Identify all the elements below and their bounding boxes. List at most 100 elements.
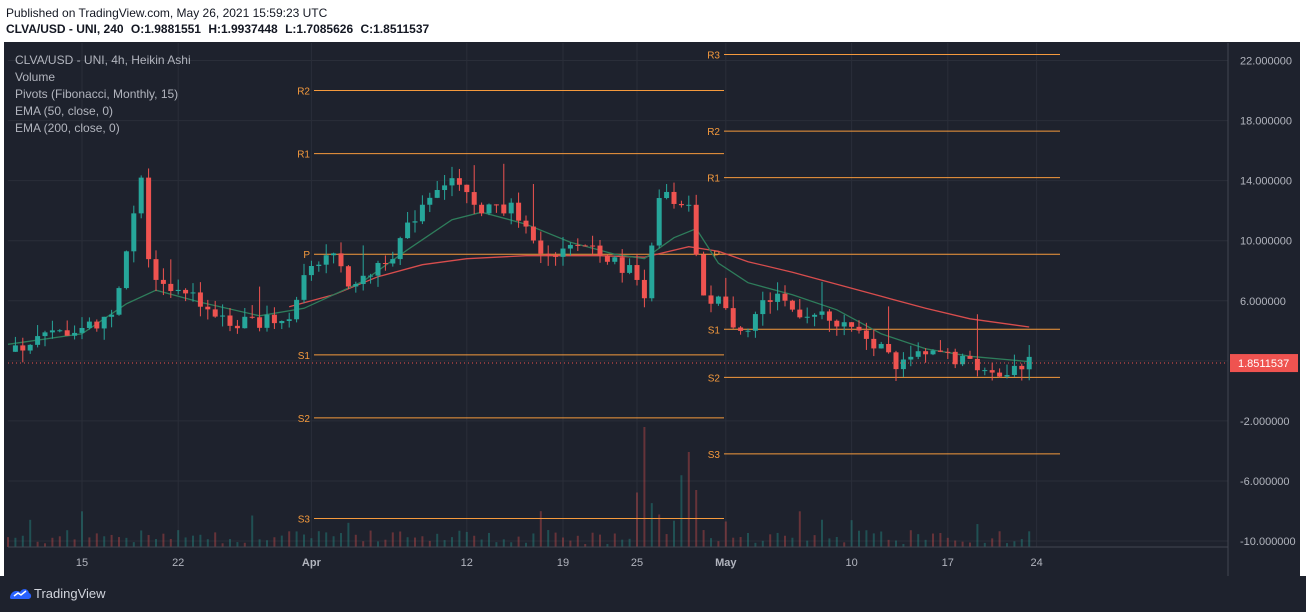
- x-tick-label: 24: [1030, 557, 1042, 569]
- candle-body: [841, 322, 847, 327]
- volume-bar: [858, 530, 860, 547]
- candle-body: [264, 314, 270, 328]
- candle-body: [183, 289, 189, 294]
- volume-bar: [347, 522, 350, 547]
- candle-body: [590, 245, 596, 247]
- candle-body: [449, 178, 455, 186]
- volume-bar: [784, 535, 786, 547]
- candle-body: [982, 370, 988, 372]
- volume-bar: [103, 536, 106, 547]
- candle-body: [353, 284, 359, 287]
- candle-body: [538, 240, 544, 254]
- candle-body: [900, 359, 906, 370]
- volume-bar: [665, 534, 668, 547]
- candle-body: [908, 356, 914, 360]
- volume-bar: [991, 538, 994, 547]
- candle-body: [582, 245, 588, 247]
- candle-body: [612, 257, 618, 262]
- volume-bar: [961, 541, 964, 547]
- published-text: Published on TradingView.com, May 26, 20…: [6, 6, 328, 20]
- tradingview-logo-icon: [10, 589, 32, 599]
- candle-body: [775, 293, 781, 302]
- volume-bar: [88, 537, 91, 547]
- candle-body: [368, 275, 374, 277]
- volume-bar: [51, 537, 54, 547]
- pivot-label: S2: [708, 373, 721, 384]
- y-tick-label: 10.000000: [1240, 236, 1292, 248]
- candle-body: [301, 275, 307, 300]
- candle-body: [708, 295, 714, 304]
- candle-body: [419, 204, 425, 222]
- volume-bar: [451, 537, 453, 547]
- volume-bar: [214, 532, 217, 547]
- candle-body: [634, 265, 640, 280]
- candle-body: [767, 300, 773, 302]
- candle-body: [375, 262, 381, 276]
- volume-bar: [495, 542, 498, 547]
- volume-bar: [828, 538, 831, 547]
- candle-body: [1019, 365, 1025, 370]
- candle-body: [175, 289, 181, 292]
- pivot-label: S3: [298, 514, 311, 525]
- volume-bar: [872, 533, 875, 547]
- volume-bar: [917, 534, 920, 547]
- x-tick-label: 17: [942, 557, 954, 569]
- candle-body: [782, 293, 788, 301]
- candle-body: [693, 204, 699, 255]
- volume-bar: [118, 537, 120, 547]
- candle-body: [604, 255, 610, 262]
- volume-bar: [717, 541, 720, 547]
- volume-bar: [865, 530, 868, 547]
- volume-bar: [606, 543, 609, 547]
- footer-brand[interactable]: TradingView: [34, 586, 106, 601]
- legend-pivots: Pivots (Fibonacci, Monthly, 15): [15, 87, 179, 101]
- volume-bar: [769, 534, 772, 547]
- volume-bar: [754, 542, 757, 547]
- candle-body: [530, 226, 536, 241]
- pivot-label: P: [303, 250, 310, 261]
- volume-bar: [132, 542, 135, 547]
- volume-bar: [895, 540, 897, 547]
- candle-body: [323, 255, 329, 265]
- volume-bar: [1028, 531, 1031, 547]
- candle-body: [308, 266, 314, 276]
- candle-body: [64, 330, 70, 336]
- candle-body: [294, 299, 300, 320]
- volume-bar: [177, 530, 180, 547]
- volume-bar: [465, 531, 468, 547]
- volume-bar: [317, 531, 320, 547]
- candle-body: [523, 220, 529, 227]
- volume-bar: [636, 492, 638, 547]
- volume-bar: [169, 538, 172, 547]
- footer-bar: [0, 576, 1306, 612]
- legend-ema200: EMA (200, close, 0): [15, 121, 120, 135]
- low-value: L:1.7085626: [285, 22, 354, 36]
- x-tick-label: Apr: [302, 557, 322, 569]
- high-value: H:1.9937448: [208, 22, 278, 36]
- volume-bar: [791, 537, 794, 547]
- candle-body: [249, 316, 255, 318]
- header-bar: Published on TradingView.com, May 26, 20…: [0, 0, 1306, 42]
- candle-body: [597, 245, 603, 256]
- y-tick-label: 14.000000: [1240, 176, 1292, 188]
- volume-bar: [650, 503, 653, 547]
- candle-body: [131, 213, 137, 252]
- volume-bar: [391, 532, 394, 547]
- candle-body: [471, 192, 477, 205]
- candle-body: [575, 244, 581, 246]
- volume-bar: [243, 542, 246, 547]
- grid: [8, 43, 1228, 547]
- volume-bar: [155, 538, 157, 547]
- legend-volume: Volume: [15, 70, 56, 84]
- volume-bar: [939, 532, 942, 547]
- candle-body: [279, 321, 285, 324]
- x-tick-label: 22: [172, 557, 184, 569]
- candle-body: [57, 330, 63, 332]
- candle-body: [745, 330, 751, 332]
- candle-body: [345, 266, 351, 287]
- volume-bar: [576, 535, 579, 547]
- candle-body: [42, 332, 48, 337]
- candle-body: [797, 309, 803, 318]
- candle-body: [286, 319, 292, 322]
